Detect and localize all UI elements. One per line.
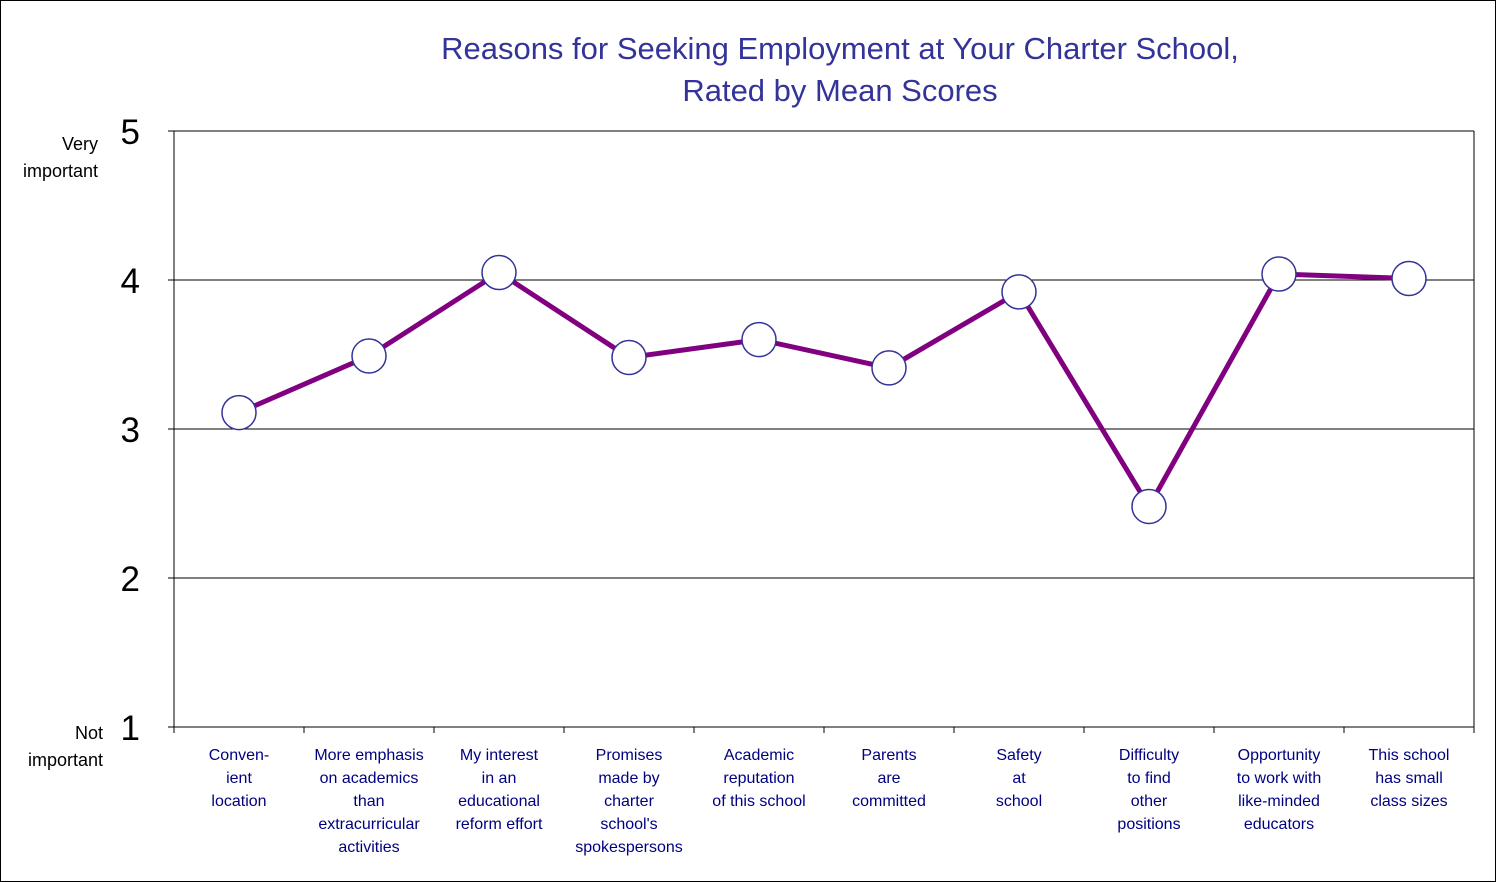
data-point-5 (871, 350, 907, 386)
x-category-label-9: This school has small class sizes (1368, 747, 1450, 810)
x-category-label-3: Promises made by charter school's spokes… (575, 747, 683, 856)
y-tick-label-1: 1 (121, 709, 140, 748)
x-category-label-0: Conven- ient location (208, 747, 270, 810)
x-category-label-7: Difficulty to find other positions (1117, 747, 1181, 833)
data-point-6 (1001, 274, 1037, 310)
x-category-label-6: Safety at school (995, 747, 1043, 810)
data-point-1 (351, 338, 387, 374)
data-point-2 (481, 254, 517, 291)
y-tick-label-2: 2 (121, 560, 140, 599)
data-point-4 (741, 321, 777, 358)
chart-title: Reasons for Seeking Employment at Your C… (441, 31, 1239, 108)
data-point-7 (1131, 488, 1167, 525)
y-anchor-not-important: Not important (27, 723, 103, 770)
y-tick-label-5: 5 (121, 113, 140, 152)
y-anchor-very-important: Very important (22, 134, 98, 181)
data-point-8 (1261, 256, 1297, 292)
data-point-9 (1391, 260, 1427, 297)
data-point-0 (221, 394, 257, 431)
x-category-label-2: My interest in an educational reform eff… (455, 747, 543, 833)
series-line-0 (238, 270, 1410, 509)
x-category-label-4: Academic reputation of this school (712, 747, 806, 810)
x-category-label-5: Parents are committed (852, 747, 926, 810)
x-category-label-8: Opportunity to work with like-minded edu… (1236, 747, 1322, 833)
y-tick-label-3: 3 (121, 411, 140, 450)
x-category-label-1: More emphasis on academics than extracur… (314, 747, 424, 856)
y-tick-label-4: 4 (121, 262, 140, 301)
data-point-3 (611, 339, 647, 376)
